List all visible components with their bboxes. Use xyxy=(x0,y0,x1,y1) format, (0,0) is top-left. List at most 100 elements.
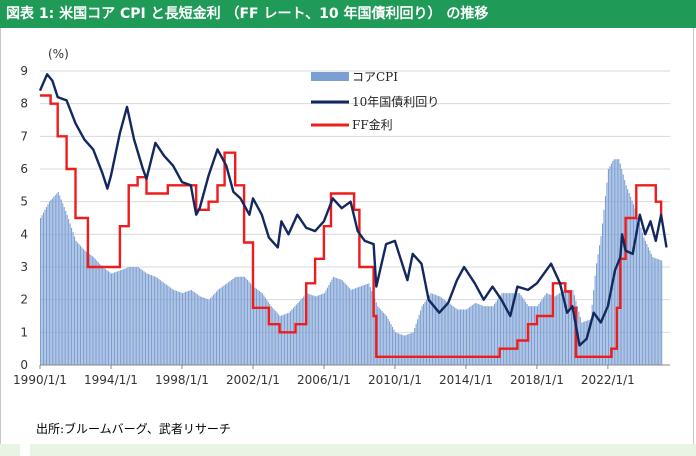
cpi-bar-139 xyxy=(245,278,247,365)
cpi-bar-20 xyxy=(69,223,71,365)
cpi-bar-61 xyxy=(130,267,132,365)
cpi-bar-235 xyxy=(387,318,389,365)
cpi-bar-42 xyxy=(102,267,104,365)
cpi-bar-116 xyxy=(211,296,213,365)
cpi-bar-357 xyxy=(567,289,570,365)
cpi-bar-323 xyxy=(517,293,519,365)
cpi-bar-148 xyxy=(258,290,260,365)
cpi-bar-299 xyxy=(482,305,484,365)
cpi-bar-189 xyxy=(319,294,321,365)
cpi-bar-194 xyxy=(326,287,328,365)
cpi-bar-78 xyxy=(155,276,157,365)
cpi-bar-104 xyxy=(193,292,195,365)
cpi-bar-38 xyxy=(96,260,98,365)
cpi-bar-365 xyxy=(579,317,581,365)
cpi-bar-120 xyxy=(217,289,219,365)
cpi-bar-39 xyxy=(97,262,99,365)
cpi-bar-401 xyxy=(633,204,635,365)
cpi-bar-332 xyxy=(530,306,533,365)
cpi-bar-347 xyxy=(553,295,555,365)
cpi-bar-125 xyxy=(224,284,226,365)
cpi-bar-274 xyxy=(445,300,447,365)
cpi-bar-159 xyxy=(275,311,277,365)
cpi-bar-404 xyxy=(637,218,639,365)
cpi-bar-346 xyxy=(551,295,553,365)
cpi-bar-138 xyxy=(244,276,246,365)
cpi-bar-110 xyxy=(202,297,204,365)
cpi-bar-411 xyxy=(647,247,649,365)
cpi-bar-80 xyxy=(158,278,160,365)
cpi-bar-311 xyxy=(499,295,502,365)
cpi-bar-10 xyxy=(54,195,56,365)
cpi-bar-160 xyxy=(276,312,278,365)
cpi-bar-157 xyxy=(272,307,274,365)
cpi-bar-177 xyxy=(301,298,303,365)
cpi-bar-226 xyxy=(374,298,376,365)
cpi-bar-68 xyxy=(140,269,142,365)
cpi-bar-1 xyxy=(41,215,43,365)
cpi-bar-352 xyxy=(560,292,562,365)
cpi-bar-296 xyxy=(477,304,479,365)
cpi-bar-414 xyxy=(652,257,654,365)
cpi-bar-168 xyxy=(288,312,290,365)
cpi-bar-402 xyxy=(634,208,636,365)
cpi-bar-19 xyxy=(68,219,70,365)
cpi-bar-361 xyxy=(573,295,575,365)
cpi-bar-398 xyxy=(628,192,630,365)
cpi-bar-32 xyxy=(87,252,89,365)
cpi-bar-199 xyxy=(334,277,336,365)
cpi-bar-158 xyxy=(273,309,275,365)
cpi-bar-58 xyxy=(125,268,127,365)
y-tick-label-9: 9 xyxy=(20,64,28,78)
cpi-bar-22 xyxy=(72,232,74,365)
cpi-bar-2 xyxy=(42,212,45,365)
cpi-bar-386 xyxy=(610,163,612,365)
cpi-bar-266 xyxy=(433,294,435,365)
cpi-bar-74 xyxy=(149,274,151,365)
cpi-bar-407 xyxy=(641,232,643,365)
cpi-bar-124 xyxy=(223,285,225,365)
cpi-bar-95 xyxy=(180,292,182,365)
cpi-bar-137 xyxy=(242,276,244,365)
cpi-bar-123 xyxy=(221,286,223,365)
cpi-bar-47 xyxy=(109,272,111,365)
cpi-bar-36 xyxy=(93,257,95,365)
cpi-bar-60 xyxy=(128,267,130,365)
cpi-bar-317 xyxy=(508,293,510,365)
cpi-bar-326 xyxy=(522,297,524,365)
cpi-bar-276 xyxy=(448,302,450,365)
x-tick-label-2006: 2006/1/1 xyxy=(297,373,351,387)
cpi-bar-400 xyxy=(631,200,633,365)
cpi-bar-385 xyxy=(609,166,611,365)
cpi-bar-377 xyxy=(597,254,599,365)
cpi-bar-106 xyxy=(196,294,198,365)
cpi-bar-341 xyxy=(544,295,546,365)
cpi-bar-34 xyxy=(90,255,92,365)
cpi-bar-182 xyxy=(309,294,311,365)
cpi-bar-211 xyxy=(352,289,354,365)
cpi-bar-11 xyxy=(56,193,58,365)
cpi-bar-12 xyxy=(57,191,59,365)
cpi-bar-233 xyxy=(384,314,386,365)
cpi-bar-394 xyxy=(622,174,624,365)
cpi-bar-37 xyxy=(94,258,96,365)
cpi-bar-115 xyxy=(210,298,212,365)
cpi-bar-141 xyxy=(248,281,250,365)
cpi-bar-319 xyxy=(511,293,513,365)
cpi-bar-41 xyxy=(100,265,102,365)
cpi-bar-117 xyxy=(213,294,215,365)
cpi-bar-351 xyxy=(559,293,561,365)
cpi-bar-359 xyxy=(570,289,572,365)
cpi-bar-71 xyxy=(145,272,147,365)
cpi-bar-7 xyxy=(50,200,52,365)
cpi-bar-419 xyxy=(659,259,661,365)
cpi-bar-257 xyxy=(420,310,422,365)
cpi-bar-272 xyxy=(442,298,444,365)
x-tick-label-2018: 2018/1/1 xyxy=(510,373,564,387)
cpi-bar-33 xyxy=(88,253,90,365)
cpi-bar-155 xyxy=(269,304,271,365)
cpi-bar-205 xyxy=(343,281,345,365)
cpi-bar-343 xyxy=(547,293,549,365)
cpi-bar-183 xyxy=(310,294,312,365)
cpi-bar-69 xyxy=(142,270,144,365)
